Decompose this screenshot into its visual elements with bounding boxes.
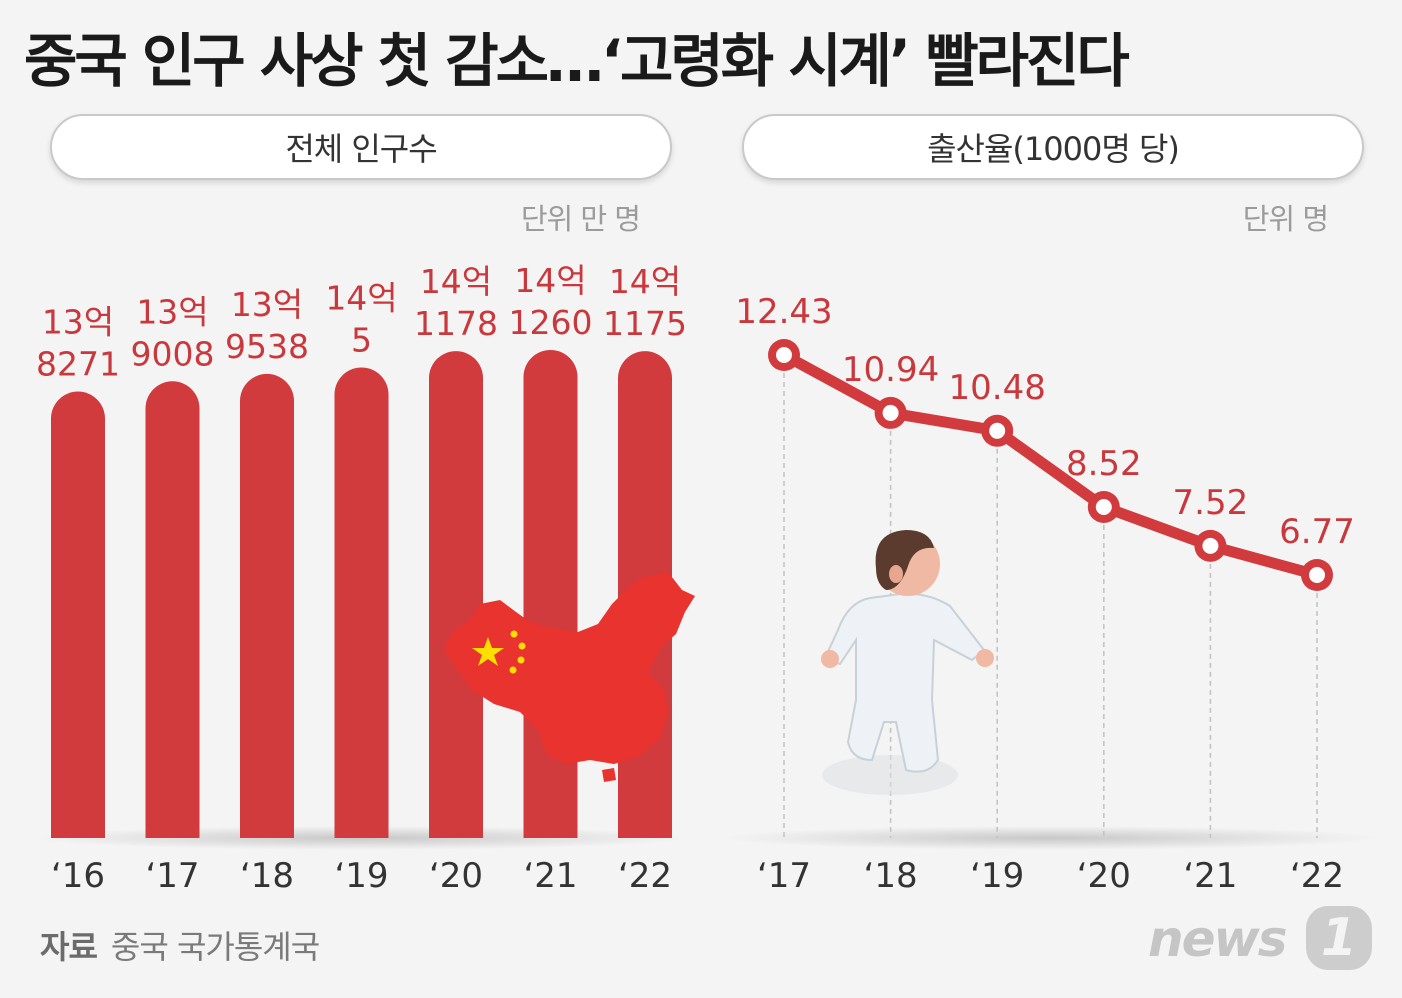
population-x-ticks: ‘16 ‘17 ‘18 ‘19 ‘20 ‘21 ‘22 [51,856,672,896]
birthrate-x-tick: ‘22 [1290,856,1344,896]
population-bar-base [618,778,672,838]
population-data-labels: 13억827113억900813억953814억514억117814억12601… [36,261,687,384]
birthrate-point-center [989,422,1006,439]
population-label-eok: 14억 [420,262,492,301]
birthrate-chart-title: 출산율(1000명 당) [742,114,1364,180]
population-bars [51,350,672,838]
birthrate-x-tick: ‘18 [864,856,918,896]
population-label-man: 9008 [131,334,215,373]
source-label: 자료 [40,928,98,966]
birthrate-data-label: 10.94 [842,350,939,390]
population-bar-base [523,778,578,838]
birthrate-data-label: 6.77 [1279,512,1355,552]
birthrate-point-center [1309,567,1325,583]
population-bar [334,367,389,838]
population-bar-base [51,778,105,838]
population-bar [429,351,483,838]
birthrate-point-center [1202,537,1219,554]
birthrate-point-center [882,404,899,421]
population-x-tick: ‘17 [145,856,199,896]
china-map-icon [444,572,695,782]
population-chart-title: 전체 인구수 [50,114,672,180]
birthrate-data-label: 10.48 [949,368,1046,408]
birthrate-point-center [1095,498,1112,515]
birthrate-data-label: 7.52 [1173,483,1249,523]
population-label-man: 5 [351,320,372,359]
source-text: 중국 국가통계국 [110,928,320,966]
birthrate-data-label: 12.43 [735,292,832,332]
birthrate-unit-label: 단위 명 [1242,202,1329,236]
population-bar [240,373,294,838]
page-title: 중국 인구 사상 첫 감소…‘고령화 시계’ 빨라진다 [24,27,1130,95]
population-label-eok: 13억 [231,285,303,324]
population-bar [51,391,105,838]
population-label-man: 9538 [225,327,309,366]
population-x-tick: ‘20 [429,856,483,896]
population-bar [145,381,200,838]
birthrate-x-tick: ‘21 [1183,856,1237,896]
floor-shadows [30,826,1380,850]
birthrate-data-label: 8.52 [1066,444,1142,484]
population-label-man: 8271 [36,345,120,384]
population-x-tick: ‘21 [523,856,577,896]
birthrate-x-tick: ‘20 [1077,856,1131,896]
population-x-tick: ‘18 [240,856,294,896]
population-bar-base [145,778,200,838]
population-label-eok: 13억 [42,303,114,342]
population-label-eok: 13억 [136,292,208,331]
source-note: 자료 중국 국가통계국 [40,922,320,968]
population-bar-base [429,778,483,838]
population-label-eok: 14억 [325,278,397,317]
news1-logo-number: 1 [1306,906,1372,970]
population-unit-label: 단위 만 명 [520,202,641,236]
population-label-eok: 14억 [609,262,681,301]
news1-logo: news [1148,910,1287,968]
birthrate-x-ticks: ‘17 ‘18 ‘19 ‘20 ‘21 ‘22 [757,856,1344,896]
population-label-man: 1175 [603,304,687,343]
population-bar [523,350,578,838]
population-label-man: 1260 [509,303,593,342]
birthrate-line [768,339,1333,591]
baby-icon [821,530,994,795]
population-chart-title-text: 전체 인구수 [285,130,437,168]
birthrate-x-tick: ‘17 [757,856,811,896]
birthrate-point-center [776,347,792,363]
population-bar-base [240,778,294,838]
birthrate-chart-title-text: 출산율(1000명 당) [927,130,1180,168]
population-label-eok: 14억 [514,261,586,300]
population-x-tick: ‘22 [618,856,672,896]
population-x-tick: ‘16 [51,856,105,896]
birthrate-x-tick: ‘19 [970,856,1024,896]
population-label-man: 1178 [414,304,498,343]
population-x-tick: ‘19 [334,856,388,896]
population-bar-base [334,778,389,838]
birthrate-series-line [778,349,1323,581]
